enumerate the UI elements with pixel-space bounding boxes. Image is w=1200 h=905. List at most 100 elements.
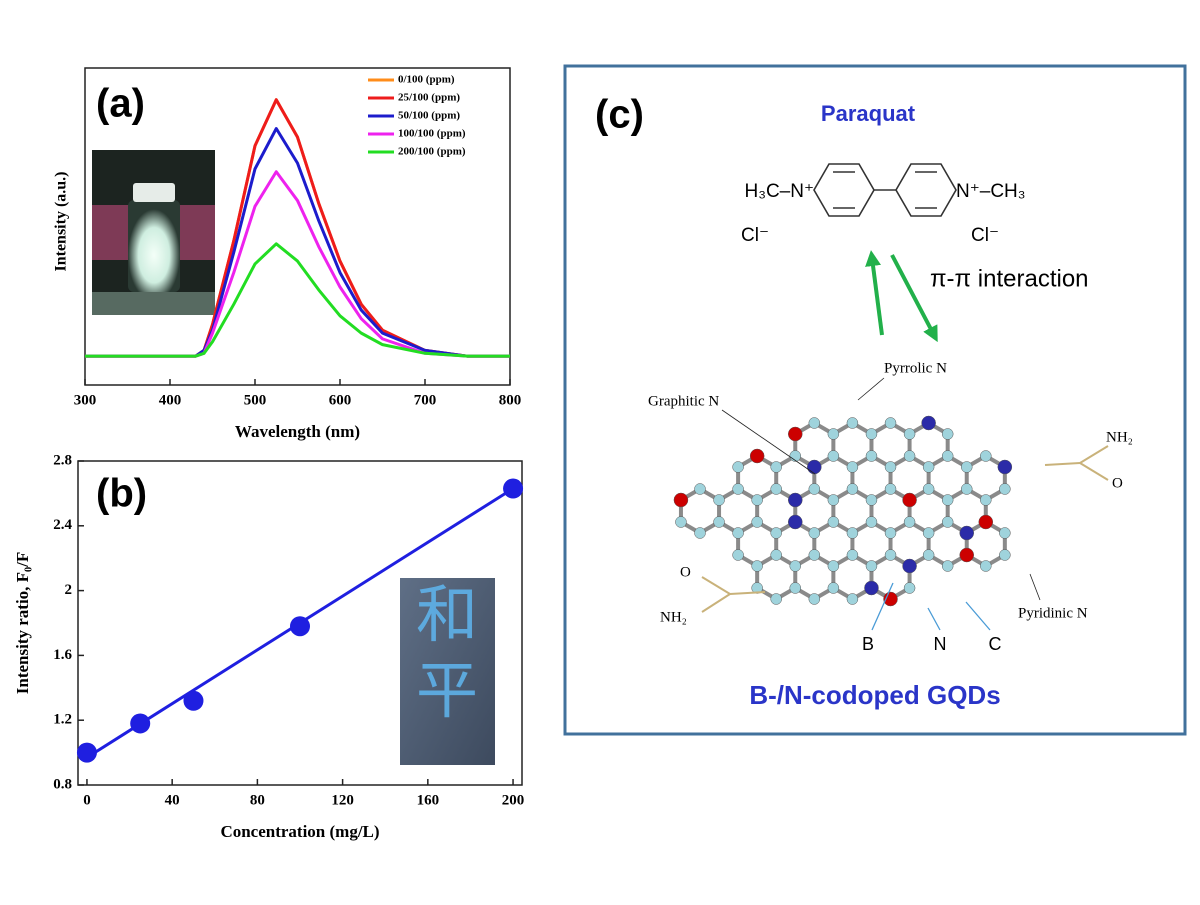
- atom: [865, 560, 878, 572]
- graphene-lattice: [673, 415, 1013, 607]
- atom: [941, 560, 954, 572]
- atom: [827, 450, 840, 462]
- atom: [732, 549, 744, 561]
- atom: [941, 494, 954, 506]
- atom: [999, 527, 1011, 539]
- atom: [770, 483, 782, 495]
- x-axis-label: Wavelength (nm): [235, 422, 360, 441]
- atom: [808, 417, 821, 429]
- atom: [789, 450, 802, 462]
- atom-label: O: [1112, 475, 1123, 491]
- x-tick-label: 200: [502, 792, 525, 808]
- atom-label: B: [862, 634, 874, 654]
- atom: [846, 417, 859, 429]
- atom: [999, 549, 1011, 561]
- panel-a: 300 400 500 600 700 800 Wavelength (nm) Intensi…: [53, 67, 522, 441]
- arrow: [865, 250, 884, 336]
- atom: [884, 461, 897, 473]
- interaction-label: π-π interaction: [930, 265, 1089, 292]
- atom: [865, 428, 878, 440]
- right-group: N⁺–CH₃: [956, 181, 1026, 202]
- atom: [903, 582, 916, 594]
- atom: [770, 549, 782, 561]
- x-tick-label: 160: [417, 792, 440, 808]
- atom: [997, 459, 1013, 475]
- atom: [751, 582, 763, 594]
- y-tick-label: 2: [65, 582, 73, 598]
- atom: [941, 428, 954, 440]
- vial-cap: [133, 183, 175, 202]
- atom: [808, 527, 821, 539]
- vial: [128, 200, 180, 292]
- atom: [808, 483, 821, 495]
- atom: [980, 560, 992, 572]
- atom: [713, 494, 725, 506]
- legend-label: 200/100 (ppm): [398, 146, 466, 158]
- panel-label: (c): [595, 93, 644, 137]
- atom: [732, 527, 744, 539]
- atom: [694, 527, 706, 539]
- x-tick-label: 400: [159, 392, 182, 408]
- atom: [770, 593, 782, 605]
- atom: [751, 560, 763, 572]
- x-tick-label: 40: [165, 792, 180, 808]
- atom: [980, 494, 992, 506]
- atom: [749, 448, 765, 464]
- atom: [827, 560, 840, 572]
- panel-frame: [563, 64, 1187, 736]
- x-tick-label: 800: [499, 392, 522, 408]
- atom-pointers: [871, 582, 991, 631]
- atom: [846, 461, 859, 473]
- y-axis-label: Intensity (a.u.): [53, 171, 70, 271]
- arrow: [890, 254, 938, 343]
- atom: [941, 516, 954, 528]
- plot-frame: [84, 67, 511, 386]
- x-axis-label: Concentration (mg/L): [220, 822, 379, 841]
- panel-b: 0 40 80 120 160 200 0.8 1.2 1.6 2 2.4 2.8 Concentrat…: [13, 452, 524, 840]
- x-tick-label: 600: [329, 392, 352, 408]
- atom: [922, 461, 935, 473]
- atom: [959, 547, 974, 563]
- atom: [922, 549, 935, 561]
- plot-frame: [77, 460, 523, 786]
- atom-label: Graphitic N: [648, 393, 719, 409]
- y-axis-label: Intensity ratio, F₀/F: [13, 552, 32, 695]
- y-tick-label: 2.4: [53, 517, 72, 533]
- atom: [884, 483, 897, 495]
- y-tick-label: 1.2: [53, 712, 72, 728]
- inset-photo: [400, 578, 495, 765]
- atom-label: O: [680, 564, 691, 580]
- atom: [978, 514, 994, 530]
- x-tick-label: 120: [331, 792, 354, 808]
- atom: [864, 580, 879, 596]
- atom-label: N: [934, 634, 947, 654]
- atom: [902, 558, 917, 574]
- atom: [673, 492, 689, 508]
- atom: [846, 483, 859, 495]
- vial-floor: [92, 292, 215, 315]
- inset-text: 和: [416, 582, 478, 650]
- atom: [770, 527, 782, 539]
- atom: [751, 494, 763, 506]
- atom: [827, 516, 840, 528]
- atom: [827, 494, 840, 506]
- legend-label: 50/100 (ppm): [398, 110, 460, 122]
- y-tick-label: 1.6: [53, 647, 72, 663]
- atom: [751, 516, 763, 528]
- data-point: [503, 478, 524, 499]
- series-line: [85, 242, 510, 358]
- atom: [807, 459, 822, 475]
- atom: [808, 549, 821, 561]
- atom: [999, 483, 1011, 495]
- atom-label: Pyrrolic N: [884, 360, 947, 376]
- atom: [922, 483, 935, 495]
- atom: [713, 516, 725, 528]
- atom: [980, 450, 992, 462]
- data-point: [183, 690, 204, 711]
- atom: [770, 461, 782, 473]
- atom: [732, 461, 744, 473]
- atom: [922, 527, 935, 539]
- atom: [902, 492, 917, 508]
- atom: [789, 560, 802, 572]
- left-group: H₃C–N⁺: [745, 181, 815, 202]
